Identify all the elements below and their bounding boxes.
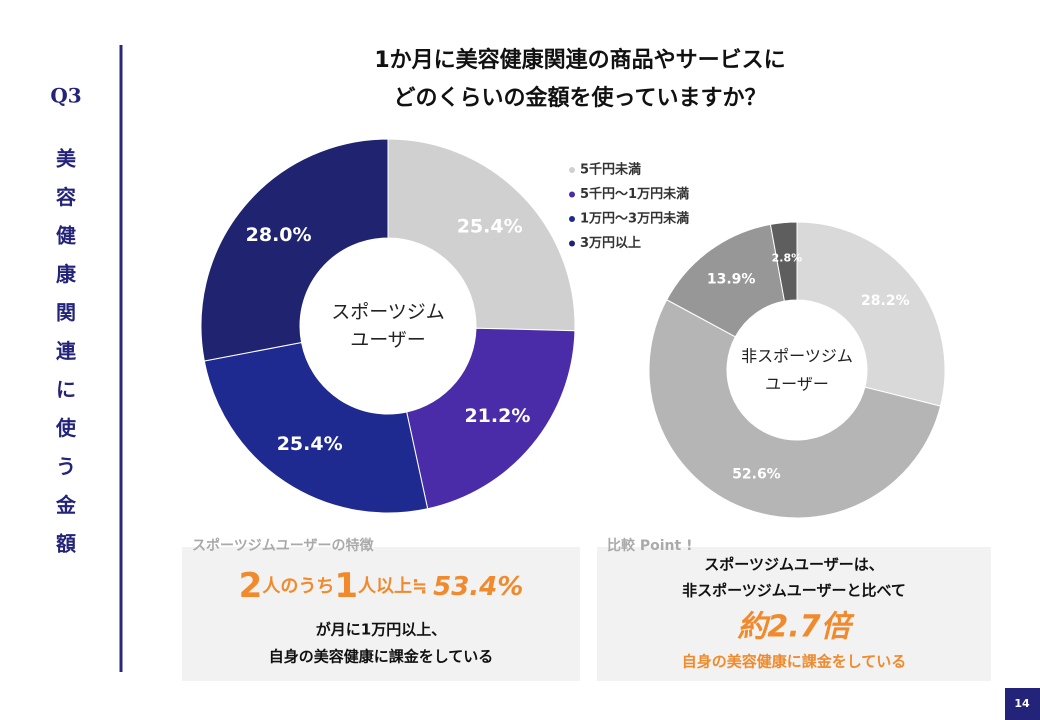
right-box xyxy=(597,547,991,681)
left-box xyxy=(182,547,580,681)
value-label: 13.9% xyxy=(707,271,756,287)
highlight: 2人のうち1人以上≒ 53.4% xyxy=(239,566,524,606)
side-title-char: 連 xyxy=(56,339,77,363)
box-line: が月に1万円以上、 xyxy=(316,621,446,639)
highlight-part: 1 xyxy=(334,566,358,606)
side-title-char: 康 xyxy=(56,262,77,286)
box-heading: スポーツジムユーザーの特徴 xyxy=(192,537,374,554)
page-number: 14 xyxy=(1014,697,1030,710)
center-label: ユーザー xyxy=(765,375,829,394)
title: 1か月に美容健康関連の商品やサービスに xyxy=(374,47,785,73)
legend-dot xyxy=(569,191,575,198)
highlight-part: 人のうち xyxy=(262,576,334,597)
highlight: 約2.7倍 xyxy=(737,610,854,645)
donut-slice xyxy=(203,341,429,514)
center-label: ユーザー xyxy=(350,329,426,351)
legend-label: 3万円以上 xyxy=(580,236,641,251)
donut-slice xyxy=(387,138,576,332)
highlight-part: 2 xyxy=(239,566,263,606)
box-footer: 自身の美容健康に課金をしている xyxy=(682,653,907,671)
side-title-char: 使 xyxy=(55,416,77,440)
legend-label: 5千円未満 xyxy=(580,162,641,178)
donut-slice xyxy=(666,223,786,338)
highlight-part: 53.4% xyxy=(433,572,523,602)
legend-dot xyxy=(569,240,575,247)
value-label: 2.8% xyxy=(772,251,803,264)
donut-slice xyxy=(648,299,942,519)
donut-slice xyxy=(200,138,389,362)
legend-dot xyxy=(569,167,575,173)
value-label: 21.2% xyxy=(464,405,530,427)
side-title-char: 額 xyxy=(55,532,76,556)
value-label: 28.2% xyxy=(861,293,910,309)
side-title-char: 健 xyxy=(56,224,76,248)
box-line: スポーツジムユーザーは、 xyxy=(704,556,883,574)
legend-dot xyxy=(569,216,575,222)
center-label: スポーツジム xyxy=(331,301,445,323)
center-label: 非スポーツジム xyxy=(741,347,853,366)
value-label: 25.4% xyxy=(457,215,523,237)
box-line: 自身の美容健康に課金をしている xyxy=(269,648,494,666)
value-label: 25.4% xyxy=(277,433,343,455)
title: どのくらいの金額を使っていますか？ xyxy=(394,85,767,111)
donut-slice xyxy=(406,327,576,510)
box-heading: 比較 Point ! xyxy=(607,537,692,554)
legend-label: 5千円〜1万円未満 xyxy=(580,186,689,202)
value-label: 28.0% xyxy=(246,224,312,246)
side-title-char: 金 xyxy=(55,493,77,517)
side-title-char: 関 xyxy=(56,301,76,325)
value-label: 52.6% xyxy=(732,466,781,482)
side-title-char: に xyxy=(56,378,76,402)
side-title-char: 美 xyxy=(56,147,77,171)
side-title-char: 容 xyxy=(56,185,76,209)
donut-slice xyxy=(796,221,946,407)
question-no: Q3 xyxy=(50,84,81,108)
box-line: 非スポーツジムユーザーと比べて xyxy=(682,582,906,600)
legend-label: 1万円〜3万円未満 xyxy=(580,211,689,227)
highlight-part: 人以上≒ xyxy=(358,576,427,597)
side-title-char: う xyxy=(56,455,76,479)
page-number-box xyxy=(1005,688,1040,720)
donut-slice xyxy=(769,221,798,302)
